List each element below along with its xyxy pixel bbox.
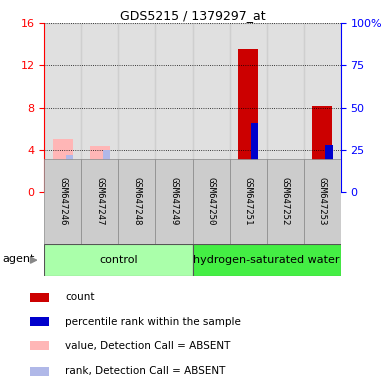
Bar [127, 178, 147, 192]
Bar [192, 23, 229, 192]
Text: control: control [99, 255, 138, 265]
Bar [44, 23, 81, 192]
Text: percentile rank within the sample: percentile rank within the sample [65, 316, 241, 326]
Text: GSM647253: GSM647253 [318, 177, 327, 226]
Title: GDS5215 / 1379297_at: GDS5215 / 1379297_at [120, 9, 265, 22]
Bar [30, 341, 49, 350]
Bar [30, 317, 49, 326]
Bar [201, 186, 221, 192]
Bar [251, 123, 258, 192]
Bar [312, 106, 332, 192]
Bar [90, 146, 110, 192]
Text: rank, Detection Call = ABSENT: rank, Detection Call = ABSENT [65, 366, 226, 376]
Bar [156, 159, 192, 244]
Bar [103, 150, 110, 192]
Bar [325, 145, 333, 192]
Bar [214, 180, 221, 192]
Bar [81, 159, 119, 244]
Bar [119, 23, 156, 192]
Bar [30, 293, 49, 302]
Text: GSM647250: GSM647250 [206, 177, 216, 226]
Text: agent: agent [2, 253, 35, 263]
Text: GSM647252: GSM647252 [281, 177, 290, 226]
Bar [44, 159, 81, 244]
Text: value, Detection Call = ABSENT: value, Detection Call = ABSENT [65, 341, 231, 351]
Text: GSM647251: GSM647251 [244, 177, 253, 226]
Bar [238, 50, 258, 192]
Bar [44, 244, 192, 276]
Text: GSM647249: GSM647249 [169, 177, 179, 226]
Bar [177, 179, 184, 192]
Text: GSM647246: GSM647246 [58, 177, 67, 226]
Text: GSM647248: GSM647248 [132, 177, 141, 226]
Text: hydrogen-saturated water: hydrogen-saturated water [193, 255, 340, 265]
Bar [304, 23, 341, 192]
Bar [267, 159, 304, 244]
Bar [66, 155, 73, 192]
Text: count: count [65, 292, 95, 302]
Bar [192, 244, 341, 276]
Bar [140, 171, 147, 192]
Bar [192, 159, 229, 244]
Bar [229, 159, 266, 244]
Bar [119, 159, 156, 244]
Bar [30, 367, 49, 376]
Bar [156, 23, 192, 192]
Bar [304, 159, 341, 244]
Text: GSM647247: GSM647247 [95, 177, 104, 226]
Bar [53, 139, 73, 192]
Bar [229, 23, 266, 192]
Bar [267, 23, 304, 192]
Bar [164, 186, 184, 192]
Bar [81, 23, 119, 192]
